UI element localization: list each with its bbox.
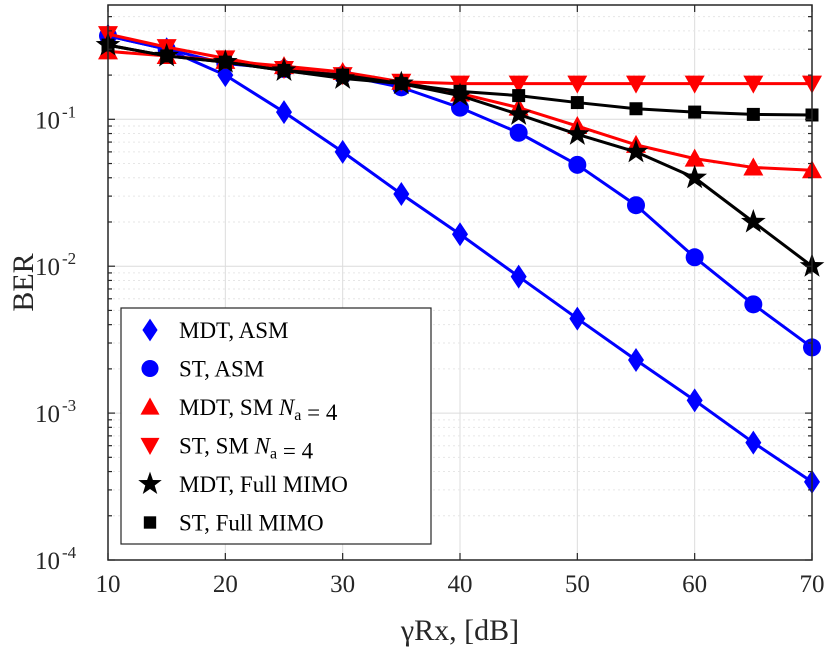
series-point <box>277 63 291 77</box>
series-point <box>393 182 410 207</box>
series-point <box>512 89 526 103</box>
axis-labels: γRx, [dB] BER <box>7 253 519 647</box>
series-point <box>394 77 408 91</box>
series-point <box>623 138 649 163</box>
legend-label-part: MDT, SM <box>179 395 279 420</box>
legend-label-part: N <box>278 395 296 420</box>
y-tick-exponent: -1 <box>62 102 76 121</box>
series-point <box>686 388 703 413</box>
series-point <box>628 347 644 372</box>
series-point <box>160 49 174 63</box>
legend-label-part: a <box>294 407 301 424</box>
legend-marker <box>140 397 160 415</box>
x-tick-label: 50 <box>565 571 590 598</box>
legend-label-part: a <box>270 446 277 463</box>
x-tick-label: 30 <box>330 571 355 598</box>
legend-label: ST, ASM <box>179 357 264 382</box>
series-point <box>740 208 766 233</box>
series-point <box>743 75 764 94</box>
series-point <box>688 105 702 119</box>
series-point <box>682 164 708 189</box>
series-point <box>744 295 763 314</box>
series-point <box>626 75 646 94</box>
legend-label: MDT, Full MIMO <box>179 472 348 497</box>
series-point <box>685 248 704 267</box>
series-point <box>509 123 528 142</box>
legend-label: ST, SM Na = 4 <box>179 434 314 464</box>
legend-label: MDT, SM Na = 4 <box>179 395 338 425</box>
series-point <box>510 264 527 289</box>
x-tick-label: 60 <box>682 571 707 598</box>
series-point <box>684 75 705 94</box>
legend-label-part: MDT, ASM <box>179 318 289 343</box>
legend-marker <box>138 471 162 494</box>
y-tick-exponent: -3 <box>62 396 76 415</box>
legend-label-part: MDT, Full MIMO <box>179 472 348 497</box>
x-tick-label: 40 <box>448 571 473 598</box>
legend-marker <box>140 437 160 455</box>
series-point <box>567 75 588 94</box>
legend-label: ST, Full MIMO <box>179 511 324 536</box>
series-point <box>452 222 468 247</box>
legend-label-part: ST, Full MIMO <box>179 511 324 536</box>
x-tick-label: 70 <box>800 571 825 598</box>
legend-label-part: N <box>254 434 272 459</box>
series-point <box>746 107 760 121</box>
legend-marker <box>143 516 157 529</box>
y-tick-label: 10 <box>35 254 60 281</box>
series-point <box>506 101 532 125</box>
y-tick-exponent: -2 <box>62 249 76 268</box>
legend-marker <box>142 318 158 342</box>
series-point <box>629 102 643 116</box>
legend-label-part: ST, ASM <box>179 357 264 382</box>
series-point <box>569 306 586 331</box>
x-tick-label: 10 <box>96 571 121 598</box>
series-point <box>564 121 590 145</box>
x-tick-label: 20 <box>213 571 238 598</box>
series-point <box>745 430 762 455</box>
y-tick-label: 10 <box>35 548 60 575</box>
series-point <box>627 196 645 215</box>
series-point <box>336 68 350 82</box>
series-point <box>743 157 764 176</box>
legend-label: MDT, ASM <box>179 318 289 343</box>
series-point <box>276 100 292 125</box>
x-axis-label: γRx, [dB] <box>400 614 519 647</box>
series-point <box>508 75 529 94</box>
grid <box>107 5 813 561</box>
y-tick-label: 10 <box>35 401 60 428</box>
series-point <box>684 148 705 167</box>
series-point <box>570 96 584 110</box>
series-point <box>334 139 351 164</box>
legend-marker <box>141 359 159 378</box>
y-tick-exponent: -4 <box>62 543 77 562</box>
y-tick-label: 10 <box>35 107 60 134</box>
y-axis-label: BER <box>7 253 40 311</box>
legend-label-part: = 4 <box>301 400 337 425</box>
legend-label-part: = 4 <box>277 439 313 464</box>
legend-label-part: ST, SM <box>179 434 255 459</box>
series-point <box>218 55 232 69</box>
series-layer <box>95 23 825 494</box>
series-point <box>568 155 587 174</box>
legend-box <box>120 307 432 545</box>
series-point <box>453 84 467 98</box>
